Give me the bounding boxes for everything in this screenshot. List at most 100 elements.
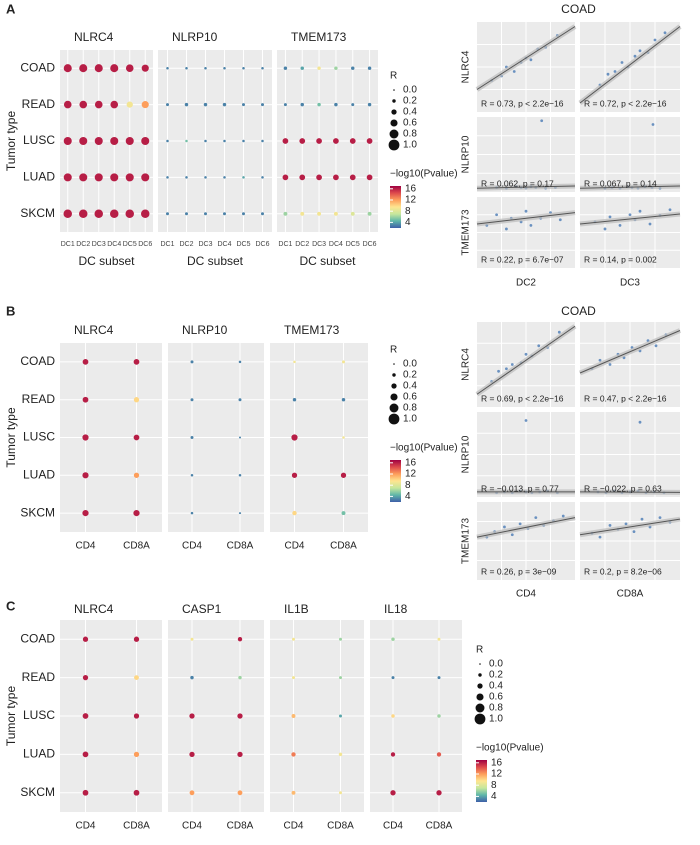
size-legend-label: 0.2	[403, 370, 417, 381]
color-legend-label: 8	[405, 206, 411, 217]
point	[518, 522, 522, 526]
row-label: SKCM	[20, 785, 55, 799]
point	[603, 227, 607, 231]
size-legend-dot	[392, 373, 396, 377]
size-legend-dot	[474, 713, 486, 725]
dot	[436, 752, 442, 757]
size-legend-label: 0.4	[403, 107, 417, 118]
dot	[291, 752, 296, 757]
x-tick-label: DC3	[92, 241, 106, 248]
point	[495, 213, 498, 217]
fit-line	[476, 185, 576, 189]
dot	[390, 752, 396, 757]
dot	[342, 360, 345, 364]
x-tick-label: CD8A	[227, 821, 254, 832]
dot	[204, 176, 207, 179]
dot	[185, 139, 188, 143]
size-legend-label: 0.0	[403, 85, 417, 96]
dot	[82, 359, 89, 365]
dot	[94, 173, 103, 182]
row-label: COAD	[20, 354, 55, 368]
dot	[190, 511, 194, 515]
dot	[317, 66, 321, 70]
dot	[63, 64, 72, 73]
size-legend-label: 0.8	[403, 403, 417, 414]
dot	[366, 138, 373, 144]
dot	[351, 103, 355, 107]
dot	[203, 102, 208, 107]
annotation: R = 0.14, p = 0.002	[584, 254, 657, 264]
dot	[338, 752, 343, 757]
dot	[237, 713, 243, 719]
size-legend-label: 1.0	[403, 140, 417, 151]
point	[658, 516, 662, 519]
color-legend-title: −log10(Pvalue)	[476, 743, 544, 754]
dot	[333, 211, 338, 216]
dot	[317, 211, 322, 216]
point	[561, 514, 565, 518]
row-label: LUAD	[23, 747, 55, 761]
dot	[110, 173, 119, 182]
x-tick-label: CD8A	[330, 541, 357, 552]
dot	[79, 136, 88, 146]
dot	[166, 103, 169, 107]
dot	[190, 474, 194, 477]
point	[640, 517, 644, 521]
x-tick-label: CD4	[284, 541, 304, 552]
point	[628, 213, 632, 217]
dot	[79, 209, 88, 219]
point	[558, 218, 562, 222]
dot	[133, 713, 140, 719]
dot	[349, 138, 356, 144]
dot	[349, 174, 356, 181]
x-tick-label: DC3	[198, 241, 212, 248]
color-legend-label: 12	[491, 769, 503, 780]
dot	[339, 791, 342, 795]
dot	[237, 790, 243, 796]
dot	[291, 434, 298, 441]
dot	[94, 64, 103, 73]
row-label: LUSC	[23, 430, 55, 444]
size-legend-label: 0.6	[489, 692, 503, 703]
dot	[94, 209, 103, 219]
fit-line	[476, 517, 576, 538]
point	[608, 215, 612, 219]
dot	[133, 509, 140, 517]
annotation: R = 0.26, p = 3e−09	[481, 566, 557, 576]
dot	[437, 637, 441, 641]
x-tick-label: DC3	[312, 241, 326, 248]
fit-line	[579, 26, 681, 104]
size-legend-dot	[392, 99, 396, 103]
size-legend-label: 0.8	[403, 129, 417, 140]
size-legend-dot	[389, 403, 399, 413]
facet-title: CASP1	[182, 602, 222, 616]
dot	[63, 173, 72, 182]
dot	[242, 176, 245, 179]
dot	[283, 211, 288, 216]
x-tick-label: CD8A	[327, 821, 354, 832]
y-axis-label: NLRP10	[461, 435, 472, 473]
y-axis-label: NLRC4	[461, 348, 472, 381]
color-legend-label: 12	[405, 469, 417, 480]
dot	[82, 509, 89, 517]
point	[524, 419, 528, 422]
point	[648, 222, 652, 226]
point	[524, 352, 528, 356]
dot	[189, 751, 195, 758]
dot	[317, 102, 321, 107]
dot	[141, 173, 150, 182]
dot	[166, 176, 169, 179]
dot	[133, 472, 140, 478]
dot	[190, 360, 194, 364]
color-bar	[390, 460, 401, 502]
facet-title: NLRC4	[74, 602, 114, 616]
dot	[334, 102, 338, 107]
dot	[238, 675, 242, 680]
dot	[333, 174, 339, 181]
size-legend-label: 0.4	[489, 681, 503, 692]
panel-label: B	[6, 303, 15, 318]
dot	[342, 436, 345, 439]
dot	[79, 100, 88, 109]
dot	[184, 102, 189, 107]
dot	[133, 789, 140, 796]
